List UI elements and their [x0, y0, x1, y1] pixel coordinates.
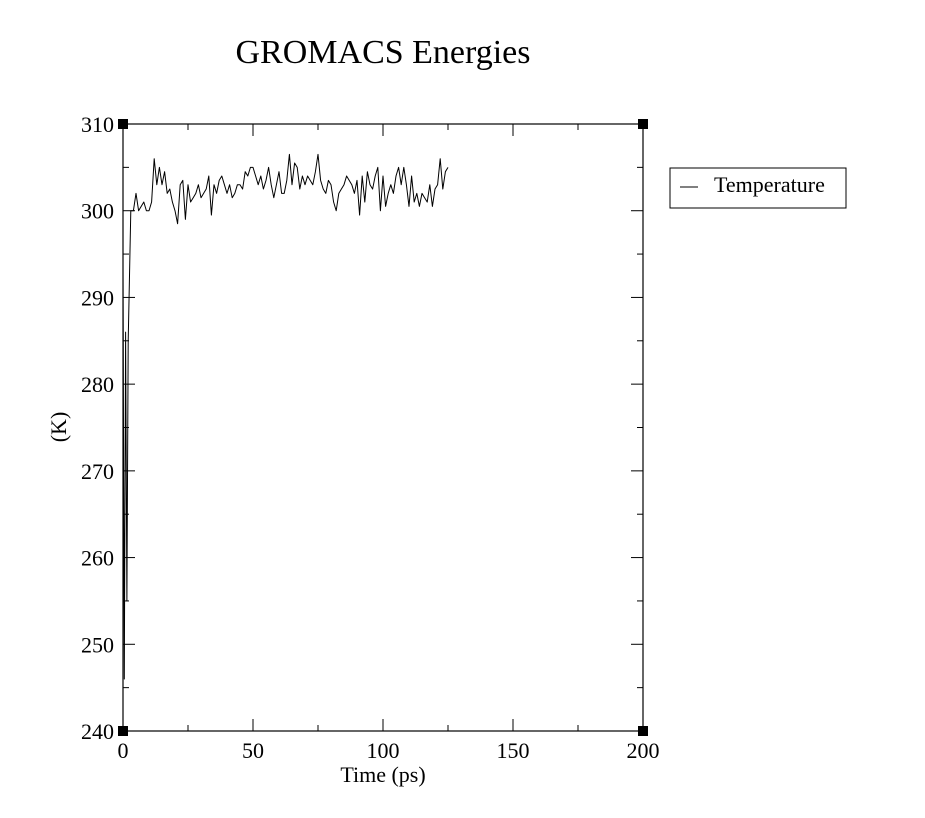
legend-box	[669, 167, 847, 209]
y-tick-label: 280	[81, 372, 114, 397]
y-axis-ticks	[123, 123, 643, 732]
legend-label-temperature: Temperature	[714, 172, 825, 197]
y-tick-label: 260	[81, 546, 114, 571]
y-axis-tick-labels: 240 250 260 270 280 290 300 310	[81, 112, 114, 744]
series-line-temperature	[122, 153, 449, 680]
x-tick-label: 150	[497, 738, 530, 763]
x-axis-ticks	[122, 124, 644, 731]
y-tick-label: 300	[81, 199, 114, 224]
y-tick-label: 240	[81, 719, 114, 744]
x-axis-tick-labels: 0 50 100 150 200	[118, 738, 660, 763]
chart-title: GROMACS Energies	[236, 34, 531, 71]
x-axis-label: Time (ps)	[340, 762, 425, 787]
x-tick-label: 200	[627, 738, 660, 763]
y-tick-label: 270	[81, 459, 114, 484]
y-axis-label: (K)	[46, 412, 71, 443]
series-layer	[122, 153, 449, 680]
y-tick-label: 290	[81, 285, 114, 310]
x-tick-label: 50	[242, 738, 264, 763]
x-tick-label: 0	[118, 738, 129, 763]
corner-markers	[118, 119, 648, 736]
plot-frame	[122, 123, 644, 732]
legend: Temperature	[669, 167, 847, 209]
y-tick-label: 250	[81, 632, 114, 657]
x-tick-label: 100	[367, 738, 400, 763]
y-tick-label: 310	[81, 112, 114, 137]
